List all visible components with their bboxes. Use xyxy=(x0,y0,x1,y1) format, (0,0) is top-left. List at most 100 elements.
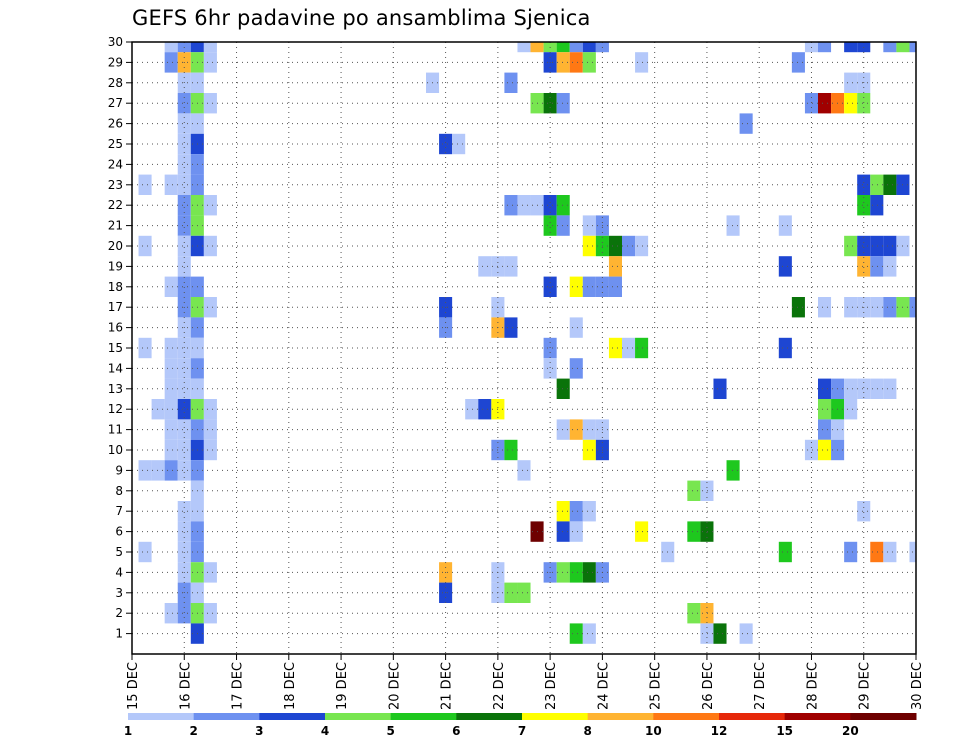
heatmap-cell xyxy=(582,562,596,583)
legend-swatch xyxy=(128,713,195,720)
heatmap-cell xyxy=(582,215,596,236)
heatmap-cell xyxy=(504,72,518,93)
heatmap-cell xyxy=(569,419,583,440)
heatmap-cell xyxy=(556,419,570,440)
heatmap-cell xyxy=(687,521,701,542)
y-tick-label: 26 xyxy=(108,117,123,131)
y-tick-label: 19 xyxy=(108,259,123,273)
heatmap-cell xyxy=(635,235,649,257)
heatmap-cell xyxy=(569,521,583,542)
heatmap-cell xyxy=(608,337,622,359)
heatmap-cell xyxy=(713,623,727,644)
heatmap-cell xyxy=(818,439,832,461)
heatmap-cell xyxy=(844,93,858,114)
heatmap-cell xyxy=(543,276,557,297)
heatmap-cell xyxy=(804,93,818,114)
x-tick-label: 25 DEC xyxy=(649,662,664,710)
heatmap-cell xyxy=(713,378,727,399)
heatmap-cell xyxy=(870,195,884,216)
heatmap-cell xyxy=(700,623,714,644)
y-tick-label: 6 xyxy=(115,525,123,539)
heatmap-cell xyxy=(635,337,649,359)
legend-label: 10 xyxy=(645,724,662,738)
heatmap-cell xyxy=(883,256,897,277)
heatmap-cell xyxy=(739,623,753,644)
y-tick-label: 3 xyxy=(115,586,123,600)
x-tick-label: 19 DEC xyxy=(335,662,350,710)
legend-label: 5 xyxy=(386,724,394,738)
heatmap-cell xyxy=(883,541,897,563)
heatmap-cell xyxy=(844,42,858,53)
heatmap-cell xyxy=(164,603,178,624)
heatmap-cell xyxy=(622,337,636,359)
legend-label: 4 xyxy=(321,724,329,738)
y-tick-label: 25 xyxy=(108,137,123,151)
heatmap-cell xyxy=(818,419,832,440)
heatmap-cell xyxy=(177,439,191,461)
legend-swatch xyxy=(325,713,392,720)
heatmap-cell xyxy=(870,256,884,277)
heatmap-cell xyxy=(517,582,531,603)
heatmap-cell xyxy=(138,174,152,195)
legend-swatch xyxy=(719,713,786,720)
heatmap-cell xyxy=(844,541,858,563)
heatmap-cell xyxy=(164,378,178,399)
heatmap-cell xyxy=(556,562,570,583)
heatmap-cell xyxy=(465,399,479,420)
legend-label: 15 xyxy=(776,724,793,738)
heatmap-cell xyxy=(203,603,217,624)
legend-label: 20 xyxy=(842,724,859,738)
y-tick-label: 29 xyxy=(108,55,123,69)
heatmap-cell xyxy=(844,378,858,399)
heatmap-cell xyxy=(818,399,832,420)
heatmap-cell xyxy=(726,460,740,481)
heatmap-cell xyxy=(844,235,858,257)
chart-title: GEFS 6hr padavine po ansamblima Sjenica xyxy=(132,6,591,30)
y-tick-label: 16 xyxy=(108,321,123,335)
heatmap-cell xyxy=(739,113,753,134)
grid-lines xyxy=(132,42,916,654)
heatmap-cell xyxy=(164,419,178,440)
x-tick-label: 21 DEC xyxy=(440,662,455,710)
heatmap-cell xyxy=(883,297,897,318)
legend-label: 2 xyxy=(189,724,197,738)
heatmap-cell xyxy=(164,337,178,359)
legend-swatch xyxy=(653,713,720,720)
heatmap-cell xyxy=(164,42,178,53)
heatmap-cell xyxy=(582,439,596,461)
heatmap-cell xyxy=(857,256,871,277)
legend-swatch xyxy=(390,713,457,720)
heatmap-cell xyxy=(608,256,622,277)
x-axis: 15 DEC 16 DEC 17 DEC 18 DEC 19 DEC 20 DEC 21 D… xyxy=(126,654,925,710)
heatmap-cell xyxy=(177,256,191,277)
heatmap-cell xyxy=(569,42,583,53)
y-tick-label: 30 xyxy=(108,35,123,49)
heatmap-cell xyxy=(190,42,204,53)
heatmap-cell xyxy=(818,42,832,53)
heatmap-cell xyxy=(164,399,178,420)
heatmap-cell xyxy=(622,235,636,257)
y-tick-label: 22 xyxy=(108,198,123,212)
x-tick-label: 23 DEC xyxy=(544,662,559,710)
heatmap-cell xyxy=(857,501,871,522)
legend-label: 6 xyxy=(452,724,460,738)
heatmap-cell xyxy=(203,42,217,53)
heatmap-cell xyxy=(177,358,191,379)
x-tick-label: 15 DEC xyxy=(126,662,141,710)
heatmap-cell xyxy=(883,378,897,399)
y-tick-label: 17 xyxy=(108,300,123,314)
heatmap-cell xyxy=(700,521,714,542)
heatmap-cell xyxy=(504,317,518,338)
heatmap-cell xyxy=(791,52,805,73)
y-tick-label: 2 xyxy=(115,606,123,620)
x-tick-label: 26 DEC xyxy=(701,662,716,710)
heatmap-cell xyxy=(870,174,884,195)
heatmap-cell xyxy=(478,399,492,420)
legend-swatch xyxy=(784,713,851,720)
y-tick-label: 24 xyxy=(108,157,123,171)
heatmap-cell xyxy=(556,93,570,114)
heatmap-cell xyxy=(203,235,217,257)
heatmap-cell xyxy=(439,133,453,155)
heatmap-cell xyxy=(203,195,217,216)
legend-swatch xyxy=(522,713,589,720)
